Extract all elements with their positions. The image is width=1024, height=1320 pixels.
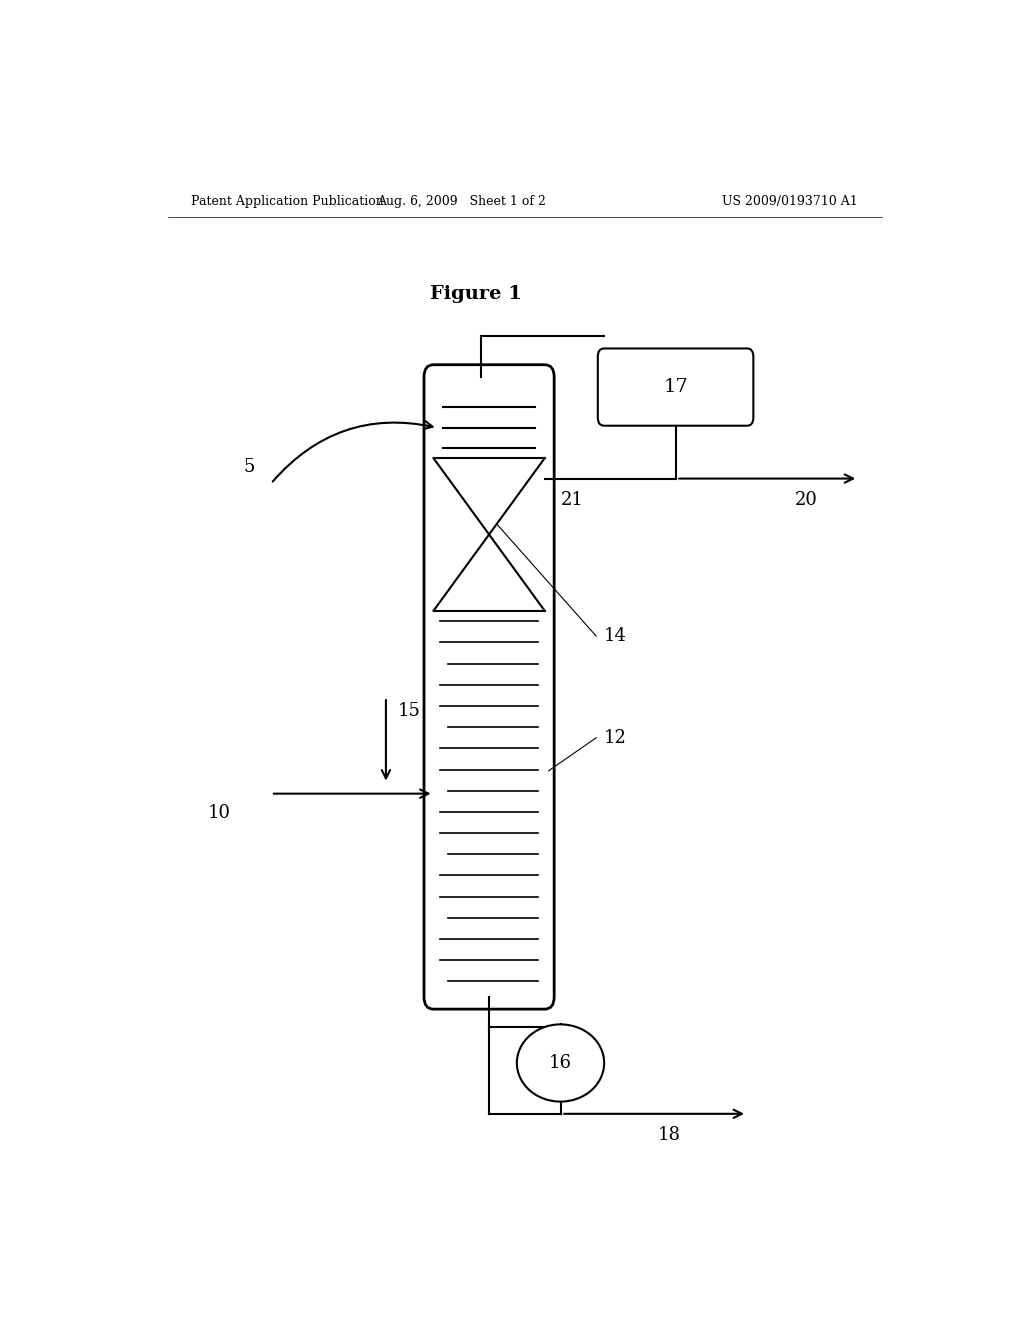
Text: 20: 20 <box>795 491 817 508</box>
Text: 21: 21 <box>560 491 584 508</box>
Text: 17: 17 <box>664 378 688 396</box>
Ellipse shape <box>517 1024 604 1102</box>
Text: Aug. 6, 2009   Sheet 1 of 2: Aug. 6, 2009 Sheet 1 of 2 <box>377 194 546 207</box>
Text: 12: 12 <box>604 729 627 747</box>
Text: 10: 10 <box>207 804 230 822</box>
FancyBboxPatch shape <box>598 348 754 426</box>
Text: 18: 18 <box>658 1126 681 1144</box>
Text: 15: 15 <box>397 702 421 721</box>
Text: 5: 5 <box>243 458 254 477</box>
Text: Figure 1: Figure 1 <box>430 285 521 304</box>
Text: US 2009/0193710 A1: US 2009/0193710 A1 <box>722 194 858 207</box>
Text: 14: 14 <box>604 627 627 645</box>
Text: Patent Application Publication: Patent Application Publication <box>191 194 384 207</box>
FancyBboxPatch shape <box>424 364 554 1008</box>
Text: 16: 16 <box>549 1053 572 1072</box>
